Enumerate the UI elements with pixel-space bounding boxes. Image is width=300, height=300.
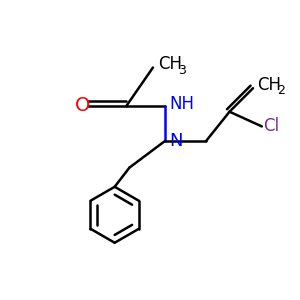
- Text: 2: 2: [277, 84, 285, 97]
- Text: N: N: [169, 132, 183, 150]
- Text: 3: 3: [178, 64, 186, 77]
- Text: O: O: [75, 96, 91, 115]
- Text: Cl: Cl: [263, 117, 280, 135]
- Text: CH: CH: [257, 76, 281, 94]
- Text: NH: NH: [169, 95, 194, 113]
- Text: CH: CH: [158, 55, 182, 73]
